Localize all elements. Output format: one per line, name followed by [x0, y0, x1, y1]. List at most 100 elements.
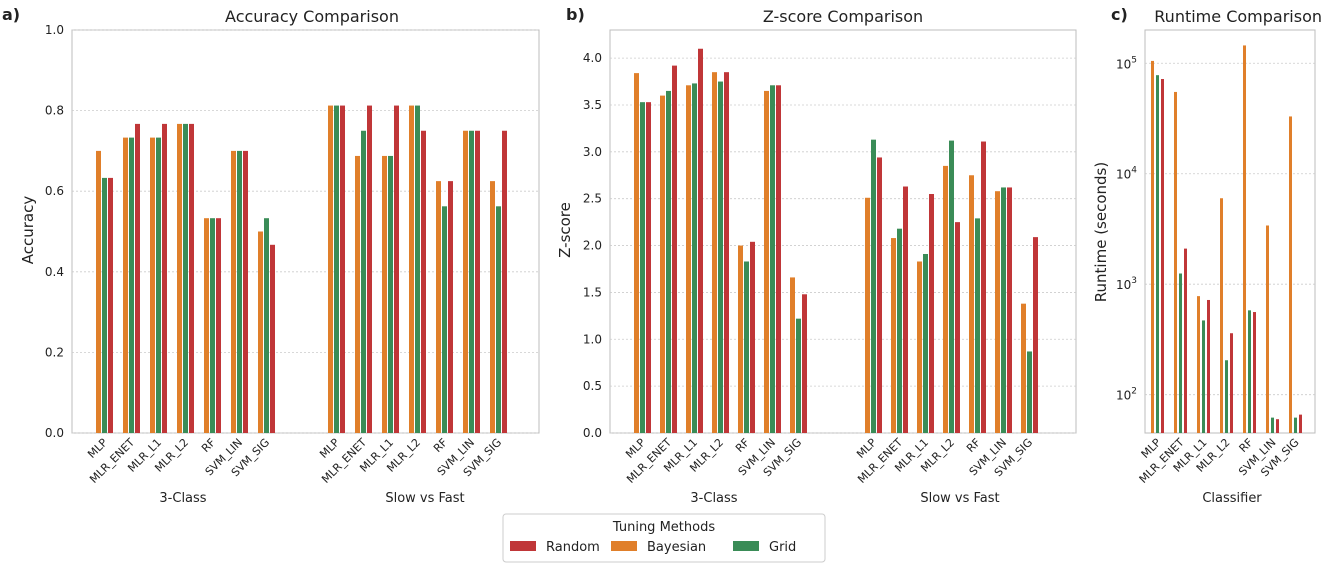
bar-grid-mlr_l2 [1225, 360, 1228, 433]
panel-b-title: Z-score Comparison [763, 7, 923, 26]
y-tick-label: 2.5 [583, 192, 602, 206]
bar-random-mlp [340, 105, 345, 433]
bar-bayesian-mlp [328, 105, 333, 433]
bar-grid-mlp [1156, 75, 1159, 433]
bar-grid-mlr_l1 [692, 83, 697, 433]
bar-grid-mlr_enet [1179, 273, 1182, 433]
panel-a-group-label-0: 3-Class [159, 491, 206, 506]
panel-a: a) Accuracy Comparison Accuracy 0.0 0.2 0.… [2, 5, 540, 506]
bar-grid-mlp [871, 139, 876, 433]
bar-random-mlr_l1 [162, 123, 167, 434]
y-tick-label: 0.5 [583, 379, 602, 393]
y-tick-label: 1.5 [583, 285, 602, 299]
bar-grid-svm_lin [237, 150, 242, 433]
bar-grid-svm_lin [1001, 187, 1006, 433]
legend-label-grid: Grid [769, 540, 796, 555]
y-tick-label: 3.0 [583, 145, 602, 159]
panel-a-ylabel: Accuracy [19, 196, 37, 265]
y-tick-label: 105 [1116, 55, 1137, 71]
legend-label-bayesian: Bayesian [647, 540, 706, 555]
y-tick-label: 2.0 [583, 239, 602, 253]
panel-b-group-label-0: 3-Class [690, 491, 737, 506]
bar-random-mlr_enet [903, 186, 908, 433]
legend-swatch-bayesian [611, 541, 637, 551]
bar-random-svm_sig [502, 130, 507, 433]
bar-bayesian-mlr_enet [660, 95, 665, 434]
bar-bayesian-mlr_l1 [686, 85, 691, 433]
bar-random-svm_lin [1276, 419, 1279, 433]
bar-bayesian-rf [738, 245, 743, 433]
panel-c-label: c) [1111, 5, 1128, 24]
panel-b-group-label-1: Slow vs Fast [920, 491, 999, 506]
bar-grid-svm_sig [496, 206, 501, 433]
bar-bayesian-svm_lin [995, 191, 1000, 433]
bar-grid-mlr_l1 [1202, 320, 1205, 433]
bar-bayesian-mlr_l1 [382, 155, 387, 433]
bar-grid-mlp [102, 177, 107, 433]
legend: Tuning Methods Random Bayesian Grid [502, 513, 826, 563]
bar-grid-svm_sig [1027, 351, 1032, 433]
bar-bayesian-svm_sig [490, 181, 495, 433]
bar-random-svm_sig [1033, 237, 1038, 433]
bar-random-svm_sig [1299, 414, 1302, 433]
bar-bayesian-rf [969, 175, 974, 433]
bar-bayesian-mlp [634, 73, 639, 433]
bar-bayesian-mlp [1151, 60, 1154, 434]
bar-grid-rf [975, 218, 980, 433]
bar-bayesian-mlr_l2 [409, 105, 414, 433]
y-tick-label: 104 [1116, 166, 1137, 182]
bar-bayesian-svm_sig [1021, 303, 1026, 433]
bar-grid-svm_lin [1271, 417, 1274, 433]
legend-swatch-random [510, 541, 536, 551]
y-tick-label: 4.0 [583, 51, 602, 65]
bar-bayesian-mlp [865, 197, 870, 433]
bar-random-mlr_l2 [421, 130, 426, 433]
y-tick-label: 0.4 [45, 265, 64, 279]
bar-random-svm_sig [802, 294, 807, 433]
bar-bayesian-svm_lin [764, 90, 769, 433]
bar-random-svm_lin [1007, 187, 1012, 433]
y-tick-label: 0.6 [45, 184, 64, 198]
bar-random-mlr_l1 [1207, 299, 1210, 433]
panel-a-group-label-1: Slow vs Fast [385, 491, 464, 506]
bar-bayesian-rf [436, 181, 441, 433]
panel-c: c) Runtime Comparison Runtime (seconds) … [1092, 5, 1322, 506]
bar-bayesian-svm_lin [1266, 225, 1269, 433]
bar-bayesian-svm_sig [1289, 116, 1292, 433]
bar-grid-mlr_l1 [388, 155, 393, 433]
bar-grid-svm_sig [1294, 417, 1297, 433]
bar-bayesian-mlr_l2 [177, 123, 182, 434]
x-tick-label: RF [431, 436, 450, 455]
bar-random-rf [750, 241, 755, 433]
bar-random-svm_lin [243, 150, 248, 433]
x-tick-label: RF [964, 436, 983, 455]
bar-grid-mlr_l2 [183, 123, 188, 434]
bar-random-rf [448, 181, 453, 433]
bar-grid-svm_sig [796, 318, 801, 433]
bar-grid-mlr_enet [666, 90, 671, 433]
x-tick-label: RF [199, 436, 218, 455]
bar-random-mlr_enet [1184, 248, 1187, 433]
bar-bayesian-svm_lin [463, 130, 468, 433]
y-tick-label: 0.0 [45, 426, 64, 440]
bar-random-mlp [1161, 79, 1164, 434]
bar-random-mlr_l2 [955, 222, 960, 433]
bar-random-mlr_l1 [394, 105, 399, 433]
bar-bayesian-mlr_l2 [712, 72, 717, 434]
bar-random-mlr_enet [135, 123, 140, 434]
bar-bayesian-mlr_enet [123, 137, 128, 433]
bar-bayesian-svm_sig [790, 277, 795, 433]
bar-grid-svm_lin [469, 130, 474, 433]
bar-grid-rf [1248, 310, 1251, 433]
bar-grid-svm_sig [264, 218, 269, 433]
panel-b: b) Z-score Comparison Z-score 0.0 0.5 1.0 1… [556, 5, 1077, 506]
panel-c-ylabel: Runtime (seconds) [1092, 162, 1110, 302]
bar-random-mlp [646, 102, 651, 434]
bar-bayesian-svm_sig [258, 231, 263, 433]
bar-grid-mlr_l2 [415, 105, 420, 433]
y-tick-label: 1.0 [45, 23, 64, 37]
bar-random-mlr_enet [367, 105, 372, 433]
bar-bayesian-rf [204, 218, 209, 433]
bar-random-mlr_l1 [698, 48, 703, 433]
bar-bayesian-mlr_l1 [150, 137, 155, 433]
